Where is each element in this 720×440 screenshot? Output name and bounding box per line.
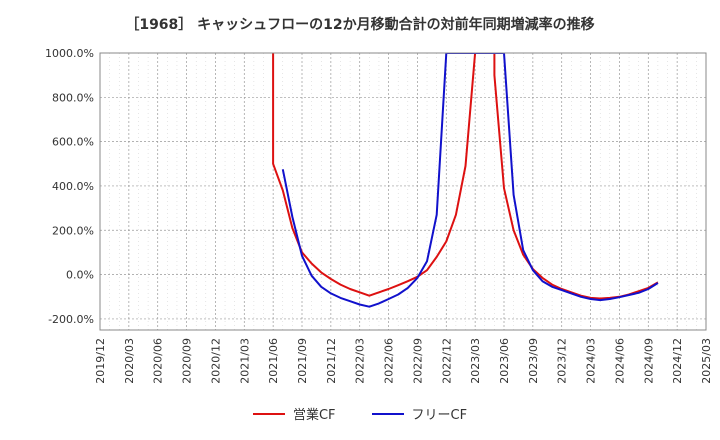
x-axis: 2019/12 2020/03 2020/06 2020/09 2020/12 2021/…: [94, 338, 713, 384]
legend-label-eigyo: 営業CF: [292, 408, 336, 423]
y-tick-label: 200.0%: [52, 224, 94, 237]
x-tick-label: 2022/06: [383, 338, 396, 384]
legend-swatch-free: [371, 412, 404, 415]
series-line-1: [281, 53, 659, 308]
series-line-0: [272, 53, 659, 300]
y-tick-label: 1000.0%: [45, 47, 94, 60]
legend: 営業CF フリーCF: [0, 404, 720, 423]
x-tick-label: 2024/12: [671, 338, 684, 384]
y-tick-label: 800.0%: [52, 91, 94, 104]
x-tick-label: 2022/12: [440, 338, 453, 384]
x-tick-label: 2020/12: [209, 338, 222, 384]
legend-label-free: フリーCF: [411, 408, 468, 423]
x-tick-label: 2021/03: [238, 338, 251, 384]
legend-swatch-eigyo: [252, 412, 285, 415]
x-tick-label: 2022/03: [354, 338, 367, 384]
x-tick-label: 2024/06: [613, 338, 626, 384]
y-tick-label: 0.0%: [66, 269, 94, 282]
plot-frame: [99, 52, 707, 331]
grid: [99, 52, 707, 330]
x-tick-label: 2021/12: [325, 338, 338, 384]
legend-item-free: フリーCF: [371, 404, 468, 423]
x-tick-label: 2024/09: [642, 338, 655, 384]
x-tick-label: 2023/09: [527, 338, 540, 384]
x-tick-label: 2025/03: [700, 338, 713, 384]
x-tick-label: 2022/09: [411, 338, 424, 384]
x-tick-label: 2021/06: [267, 338, 280, 384]
x-tick-label: 2020/09: [181, 338, 194, 384]
x-tick-label: 2024/03: [585, 338, 598, 384]
x-tick-label: 2021/09: [296, 338, 309, 384]
y-axis: -200.0% 0.0% 200.0% 400.0% 600.0% 800.0% 1000.…: [45, 47, 94, 326]
x-tick-label: 2019/12: [94, 338, 107, 384]
chart-title: ［1968］ キャッシュフローの12か月移動合計の対前年同期増減率の推移: [125, 17, 595, 33]
y-tick-label: 400.0%: [52, 180, 94, 193]
legend-item-eigyo: 営業CF: [252, 404, 336, 423]
y-tick-label: 600.0%: [52, 136, 94, 149]
x-tick-label: 2023/06: [498, 338, 511, 384]
x-tick-label: 2023/12: [556, 338, 569, 384]
x-tick-label: 2023/03: [469, 338, 482, 384]
y-tick-label: -200.0%: [48, 313, 94, 326]
x-tick-label: 2020/03: [123, 338, 136, 384]
series-lines: [272, 53, 659, 308]
x-tick-label: 2020/06: [152, 338, 165, 384]
